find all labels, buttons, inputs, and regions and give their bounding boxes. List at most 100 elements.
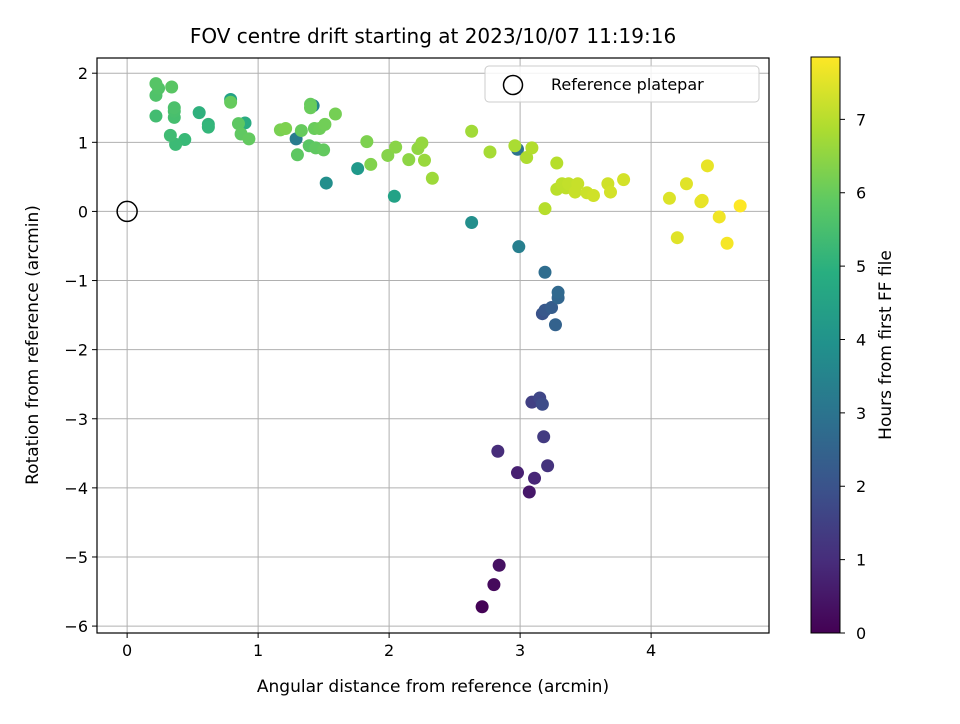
data-point xyxy=(417,153,431,167)
x-tick-label: 3 xyxy=(515,641,525,660)
data-point xyxy=(571,177,585,191)
y-tick-label: −5 xyxy=(64,548,88,567)
x-tick-label: 1 xyxy=(253,641,263,660)
data-point xyxy=(535,397,549,411)
data-point xyxy=(165,80,179,94)
data-point xyxy=(700,159,714,173)
y-tick-label: −2 xyxy=(64,341,88,360)
data-point xyxy=(522,485,536,499)
data-point xyxy=(720,236,734,250)
data-point xyxy=(351,162,365,176)
data-point xyxy=(381,148,395,162)
data-point xyxy=(415,136,429,150)
data-point xyxy=(304,101,318,115)
data-point xyxy=(328,107,342,121)
data-point xyxy=(319,176,333,190)
data-point xyxy=(318,117,332,131)
data-point xyxy=(541,459,555,473)
y-tick-label: 1 xyxy=(78,133,88,152)
data-point xyxy=(402,153,416,167)
colorbar-tick-label: 6 xyxy=(856,184,866,203)
x-tick-label: 2 xyxy=(384,641,394,660)
x-tick-label: 0 xyxy=(122,641,132,660)
data-point xyxy=(512,240,526,254)
y-axis-ticks: 2 1 0 −1 −2 −3 −4 −5 −6 xyxy=(64,64,97,636)
data-point xyxy=(733,199,747,213)
data-point xyxy=(545,300,559,314)
data-point xyxy=(360,135,374,149)
data-point xyxy=(465,124,479,138)
colorbar-tick-label: 0 xyxy=(856,624,866,643)
y-tick-label: −3 xyxy=(64,410,88,429)
data-point xyxy=(528,471,542,485)
data-point xyxy=(670,231,684,245)
y-tick-label: −1 xyxy=(64,272,88,291)
colorbar-label: Hours from first FF file xyxy=(876,250,896,440)
data-point xyxy=(425,171,439,185)
y-tick-label: 0 xyxy=(78,202,88,221)
data-point xyxy=(510,466,524,480)
colorbar-tick-label: 3 xyxy=(856,404,866,423)
data-point xyxy=(508,139,522,153)
x-axis-ticks: 0 1 2 3 4 xyxy=(122,633,656,660)
data-point xyxy=(538,265,552,279)
data-point xyxy=(538,202,552,216)
data-point xyxy=(475,600,489,614)
colorbar-ticks: 0 1 2 3 4 5 6 7 xyxy=(840,110,866,643)
data-point xyxy=(492,558,506,572)
colorbar-frame xyxy=(810,56,841,634)
data-point xyxy=(520,151,534,165)
data-point xyxy=(603,185,617,199)
data-point xyxy=(551,285,565,299)
grid xyxy=(97,58,769,633)
data-point xyxy=(279,121,293,135)
x-axis-label: Angular distance from reference (arcmin) xyxy=(257,677,609,697)
plot-frame xyxy=(96,57,770,634)
data-point xyxy=(163,128,177,142)
chart-title: FOV centre drift starting at 2023/10/07 … xyxy=(190,24,676,48)
data-point xyxy=(201,120,215,134)
data-point xyxy=(550,156,564,170)
legend-label: Reference platepar xyxy=(551,75,704,94)
data-point xyxy=(525,141,539,155)
data-point xyxy=(617,173,631,187)
x-tick-label: 4 xyxy=(646,641,656,660)
data-point xyxy=(537,430,551,444)
data-point xyxy=(662,191,676,205)
legend-marker xyxy=(502,74,524,96)
data-point xyxy=(695,193,709,207)
data-point xyxy=(389,140,403,154)
data-point xyxy=(149,109,163,123)
colorbar-tick-label: 2 xyxy=(856,477,866,496)
data-point xyxy=(149,77,163,91)
colorbar-tick-label: 1 xyxy=(856,551,866,570)
data-point xyxy=(491,444,505,458)
data-point xyxy=(242,132,256,146)
data-point xyxy=(679,177,693,191)
data-point xyxy=(487,578,501,592)
data-point xyxy=(586,189,600,203)
data-point xyxy=(483,145,497,159)
y-tick-label: 2 xyxy=(78,64,88,83)
colorbar xyxy=(811,57,840,633)
legend: Reference platepar xyxy=(484,65,760,103)
data-point xyxy=(294,124,308,138)
data-point xyxy=(192,106,206,120)
y-tick-label: −4 xyxy=(64,479,88,498)
data-point xyxy=(712,210,726,224)
colorbar-tick-label: 7 xyxy=(856,110,866,129)
reference-marker xyxy=(116,200,138,223)
data-point xyxy=(167,101,181,115)
y-axis-label: Rotation from reference (arcmin) xyxy=(23,205,43,485)
data-point xyxy=(231,117,245,131)
data-point xyxy=(548,318,562,332)
data-point xyxy=(317,143,331,157)
data-point xyxy=(224,95,238,109)
data-points xyxy=(149,77,747,614)
colorbar-tick-label: 4 xyxy=(856,330,866,349)
data-point xyxy=(364,157,378,171)
data-point xyxy=(387,189,401,203)
colorbar-tick-label: 5 xyxy=(856,257,866,276)
data-point xyxy=(290,148,304,162)
